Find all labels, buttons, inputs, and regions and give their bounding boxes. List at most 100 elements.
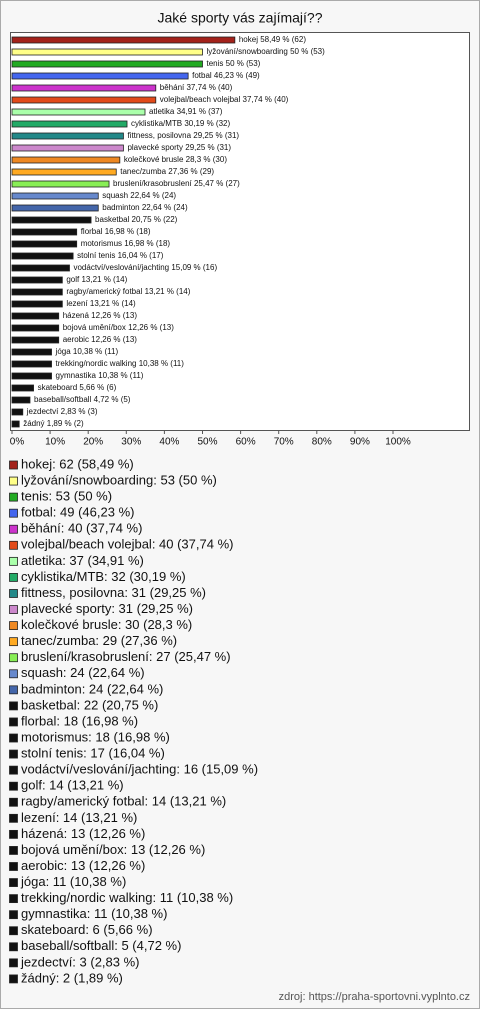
data-label: trekking/nordic walking 10,38 % (11) [56, 359, 185, 368]
bar [11, 228, 78, 236]
bar [11, 48, 203, 56]
x-tick-label: 10% [45, 437, 65, 448]
legend-label: lyžování/snowboarding: 53 (50 %) [21, 472, 217, 487]
legend-label: kolečkové brusle: 30 (28,3 %) [21, 617, 192, 632]
bar [11, 204, 99, 212]
data-label: baseball/softball 4,72 % (5) [34, 395, 131, 404]
data-label: kolečkové brusle 28,3 % (30) [124, 155, 228, 164]
legend-label: házená: 13 (12,26 %) [21, 826, 145, 841]
x-tick-label: 20% [83, 437, 103, 448]
legend-swatch [9, 829, 18, 839]
legend-label: vodáctví/veslování/jachting: 16 (15,09 %… [21, 762, 258, 777]
data-label: aerobic 12,26 % (13) [63, 335, 138, 344]
bar [11, 324, 60, 332]
data-label: lezení 13,21 % (14) [66, 299, 136, 308]
x-tick-label: 0% [10, 437, 25, 448]
bar [11, 276, 63, 284]
data-label: fittness, posilovna 29,25 % (31) [127, 131, 239, 140]
legend-swatch [9, 524, 18, 534]
bar [11, 60, 203, 68]
legend-swatch [9, 669, 18, 679]
legend-swatch [9, 974, 18, 984]
legend-label: squash: 24 (22,64 %) [21, 665, 145, 680]
data-label: squash 22,64 % (24) [102, 191, 176, 200]
legend-swatch [9, 926, 18, 936]
legend-label: fotbal: 49 (46,23 %) [21, 505, 134, 520]
legend-label: žádný: 2 (1,89 %) [21, 970, 123, 985]
bar [11, 72, 189, 80]
bar [11, 240, 78, 248]
legend-swatch [9, 492, 18, 502]
data-label: jezdectví 2,83 % (3) [26, 407, 98, 416]
bar [11, 336, 60, 344]
legend-label: jóga: 11 (10,38 %) [20, 874, 126, 889]
bar [11, 36, 236, 44]
bar [11, 300, 63, 308]
x-tick-label: 70% [274, 437, 294, 448]
bar [11, 84, 157, 92]
legend-label: lezení: 14 (13,21 %) [21, 810, 137, 825]
bar [11, 384, 34, 392]
bar [11, 408, 24, 416]
data-label: hokej 58,49 % (62) [239, 35, 306, 44]
legend-swatch [9, 958, 18, 968]
legend-label: baseball/softball: 5 (4,72 %) [21, 938, 181, 953]
data-label: skateboard 5,66 % (6) [38, 383, 117, 392]
bar [11, 372, 52, 380]
data-label: gymnastika 10,38 % (11) [56, 371, 144, 380]
legend-label: fittness, posilovna: 31 (29,25 %) [21, 585, 206, 600]
bar [11, 360, 52, 368]
bar [11, 264, 70, 272]
legend-swatch [9, 685, 18, 695]
source: zdroj: https://praha-sportovni.vyplnto.c… [279, 991, 470, 1003]
legend-swatch [9, 476, 18, 486]
data-label: házená 12,26 % (13) [63, 311, 138, 320]
legend-swatch [9, 573, 18, 582]
data-label: plavecké sporty 29,25 % (31) [127, 143, 231, 152]
x-tick-label: 50% [197, 437, 217, 448]
legend-swatch [9, 894, 18, 904]
legend-swatch [9, 862, 18, 871]
legend-label: volejbal/beach volejbal: 40 (37,74 %) [21, 537, 233, 552]
bar [11, 108, 146, 116]
data-label: ragby/americký fotbal 13,21 % (14) [66, 287, 190, 296]
legend-swatch [9, 749, 18, 759]
x-tick-label: 40% [159, 437, 179, 448]
data-label: cyklistika/MTB 30,19 % (32) [131, 119, 230, 128]
legend-swatch [9, 508, 18, 518]
legend-label: běhání: 40 (37,74 %) [21, 521, 142, 536]
legend-swatch [9, 813, 18, 823]
legend-swatch [9, 910, 18, 920]
bar [11, 96, 157, 104]
x-tick-label: 100% [385, 437, 411, 448]
legend-label: gymnastika: 11 (10,38 %) [21, 906, 167, 921]
legend-swatch [9, 653, 18, 663]
legend-swatch [9, 942, 18, 952]
data-label: basketbal 20,75 % (22) [95, 215, 178, 224]
x-tick-label: 90% [350, 437, 370, 448]
bar [11, 252, 74, 260]
data-label: jóga 10,38 % (11) [55, 347, 119, 356]
legend-swatch [9, 621, 18, 630]
legend-label: ragby/americký fotbal: 14 (13,21 %) [21, 794, 226, 809]
data-label: florbal 16,98 % (18) [81, 227, 151, 236]
chart-title: Jaké sporty vás zajímají?? [158, 10, 323, 26]
bar [11, 216, 92, 224]
data-label: žádný 1,89 % (2) [23, 419, 84, 428]
bar [11, 144, 124, 152]
legend-swatch [9, 589, 18, 598]
bar [11, 396, 31, 404]
data-label: bojová umění/box 12,26 % (13) [63, 323, 175, 332]
data-label: badminton 22,64 % (24) [102, 203, 188, 212]
data-label: fotbal 46,23 % (49) [192, 71, 260, 80]
legend-label: stolní tenis: 17 (16,04 %) [21, 746, 165, 761]
legend-label: golf: 14 (13,21 %) [21, 778, 124, 793]
legend-swatch [9, 540, 18, 550]
legend-label: tanec/zumba: 29 (27,36 %) [21, 633, 177, 648]
legend-swatch [9, 846, 18, 855]
data-label: volejbal/beach volejbal 37,74 % (40) [160, 95, 289, 104]
bar [11, 192, 99, 200]
legend-label: bruslení/krasobruslení: 27 (25,47 %) [21, 649, 231, 664]
data-label: bruslení/krasobruslení 25,47 % (27) [113, 179, 240, 188]
x-tick-label: 30% [121, 437, 141, 448]
